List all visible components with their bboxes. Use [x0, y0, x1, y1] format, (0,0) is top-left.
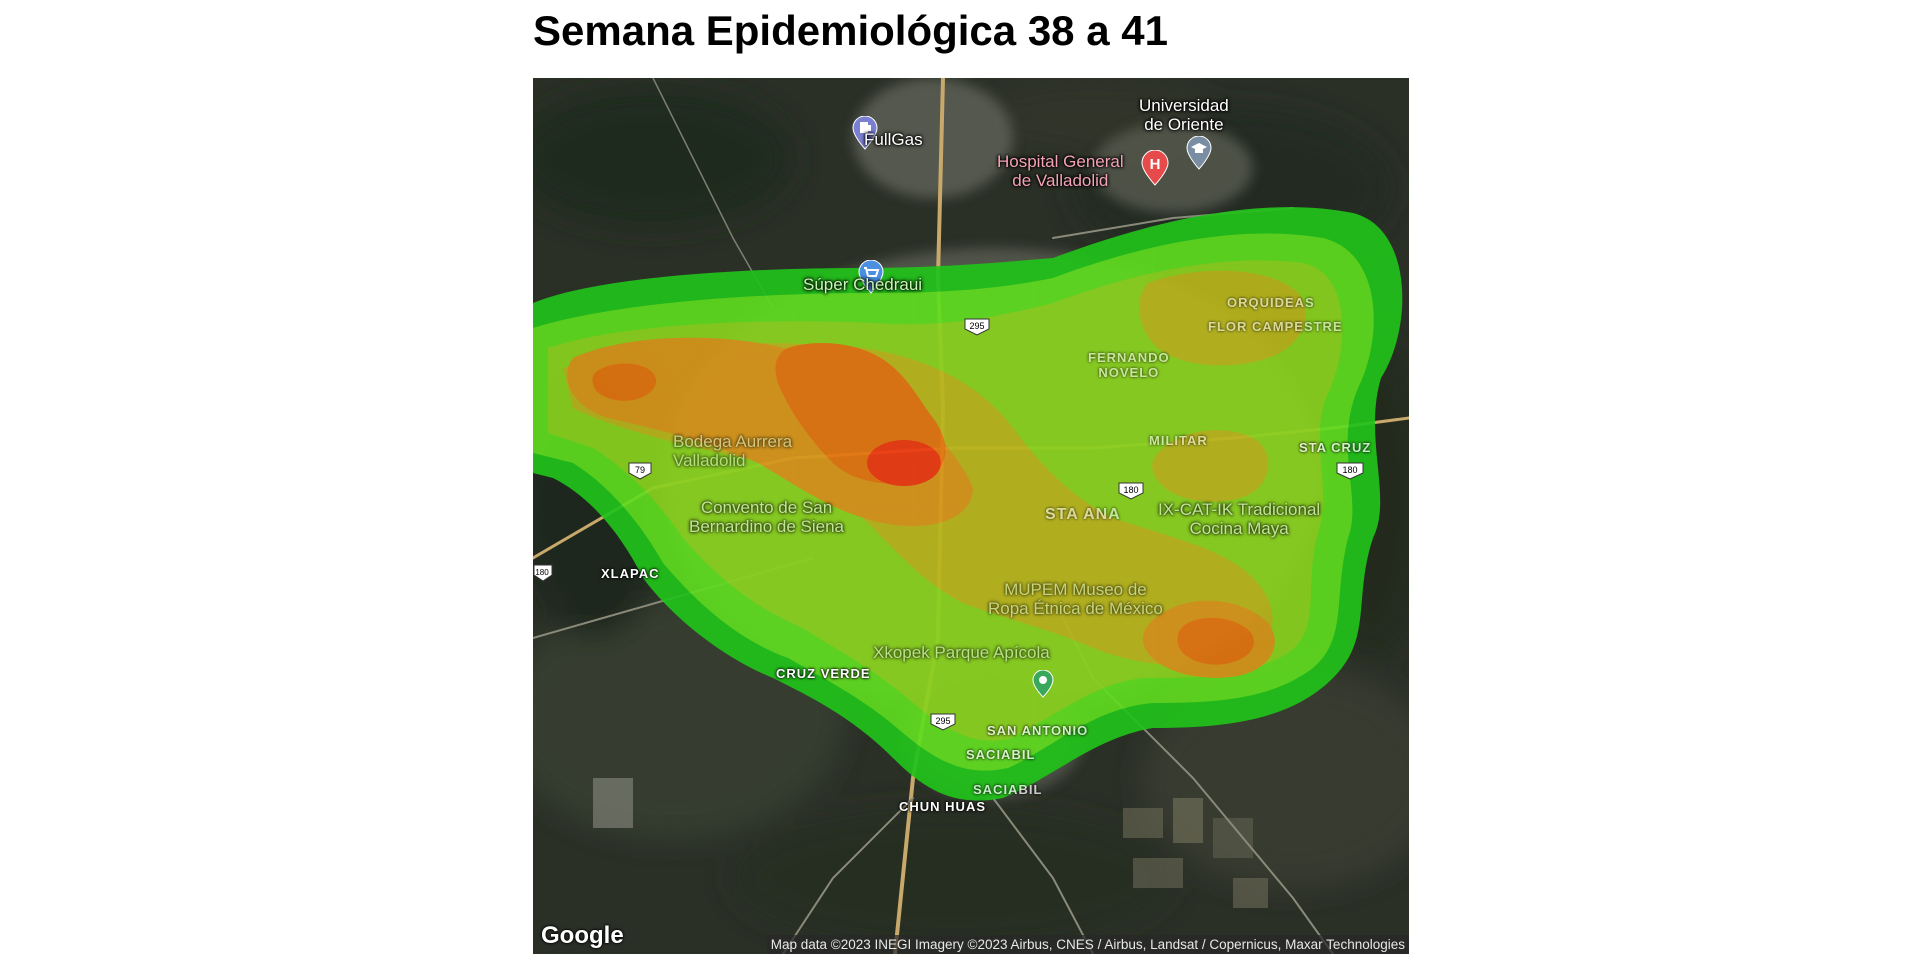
poi-label-universidad[interactable]: Universidad de Oriente	[1139, 96, 1229, 134]
poi-label-line: Universidad	[1139, 96, 1229, 115]
road-shield-icon: 180	[533, 564, 553, 582]
poi-label-line: IX-CAT-IK Tradicional	[1158, 500, 1321, 519]
density-level-6c	[1177, 617, 1254, 665]
poi-label-mupem[interactable]: MUPEM Museo de Ropa Étnica de México	[988, 580, 1163, 618]
poi-label-line: MUPEM Museo de	[1004, 580, 1147, 599]
area-label-san-antonio: SAN ANTONIO	[987, 723, 1089, 738]
road-shield-label: 180	[1123, 485, 1138, 495]
shopping-pin-icon[interactable]	[858, 260, 884, 294]
map-view[interactable]: H 295 295 79 180 180 180 FullGas Univers…	[533, 78, 1409, 954]
poi-label-hospital[interactable]: Hospital General de Valladolid	[997, 152, 1124, 190]
density-level-7	[867, 440, 941, 486]
poi-label-line: de Oriente	[1144, 115, 1224, 135]
area-label-sta-cruz: STA CRUZ	[1299, 440, 1372, 455]
density-level-4c	[1152, 430, 1269, 502]
area-label-line: FERNANDO	[1088, 350, 1170, 365]
road-shield-icon: 180	[1118, 482, 1144, 500]
area-label-xlapac: XLAPAC	[601, 566, 660, 581]
density-level-4b	[1139, 270, 1307, 366]
area-label-sta-ana: STA ANA	[1045, 506, 1121, 523]
poi-label-line: Bernardino de Siena	[689, 517, 845, 537]
area-label-orquideas: ORQUIDEAS	[1227, 295, 1315, 310]
road-shield-label: 79	[635, 465, 645, 475]
poi-label-convento[interactable]: Convento de San Bernardino de Siena	[689, 498, 844, 536]
poi-label-fullgas[interactable]: FullGas	[864, 130, 923, 149]
road-shield-label: 180	[535, 568, 549, 577]
poi-label-line: Cocina Maya	[1189, 519, 1289, 539]
road-shield-icon: 180	[1336, 462, 1364, 480]
density-level-6b	[592, 363, 657, 401]
gas-station-pin-icon[interactable]	[852, 116, 878, 150]
poi-label-line: Valladolid	[673, 451, 746, 471]
poi-label-ixcatik[interactable]: IX-CAT-IK Tradicional Cocina Maya	[1158, 500, 1320, 538]
poi-label-bodega[interactable]: Bodega Aurrera Valladolid	[673, 432, 792, 470]
area-label-cruz-verde: CRUZ VERDE	[776, 666, 871, 681]
hospital-pin-icon[interactable]: H	[1141, 150, 1169, 186]
road-shield-icon: 295	[964, 318, 990, 336]
svg-text:H: H	[1150, 156, 1161, 173]
poi-label-line: de Valladolid	[1012, 171, 1109, 191]
poi-label-chedraui[interactable]: Súper Chedraui	[803, 275, 923, 294]
area-label-militar: MILITAR	[1149, 433, 1208, 448]
google-logo: Google	[541, 922, 624, 949]
area-label-saciabil-1: SACIABIL	[966, 747, 1036, 762]
road-shield-label: 180	[1342, 465, 1357, 475]
university-pin-icon[interactable]	[1186, 136, 1212, 170]
poi-label-line: Bodega Aurrera	[673, 432, 793, 451]
road-shield-icon: 295	[930, 713, 956, 731]
park-pin-icon[interactable]	[1032, 670, 1054, 698]
area-label-line: NOVELO	[1098, 364, 1160, 380]
road-shield-label: 295	[969, 321, 984, 331]
poi-label-line: Hospital General	[997, 152, 1124, 171]
road-shield-icon: 79	[628, 462, 652, 480]
poi-label-xkopek[interactable]: Xkopek Parque Apícola	[873, 643, 1050, 662]
map-attribution[interactable]: Map data ©2023 INEGI Imagery ©2023 Airbu…	[766, 935, 1409, 954]
area-label-fernando-novelo: FERNANDO NOVELO	[1088, 350, 1170, 380]
area-label-chun-huas: CHUN HUAS	[899, 799, 986, 814]
poi-label-line: Ropa Étnica de México	[988, 599, 1163, 619]
density-heatmap	[533, 207, 1403, 801]
area-label-flor-campestre: FLOR CAMPESTRE	[1208, 319, 1343, 334]
poi-label-line: Convento de San	[700, 498, 833, 517]
map-title: Semana Epidemiológica 38 a 41	[533, 7, 1168, 54]
road-shield-label: 295	[935, 716, 950, 726]
area-label-saciabil-2: SACIABIL	[973, 782, 1043, 797]
